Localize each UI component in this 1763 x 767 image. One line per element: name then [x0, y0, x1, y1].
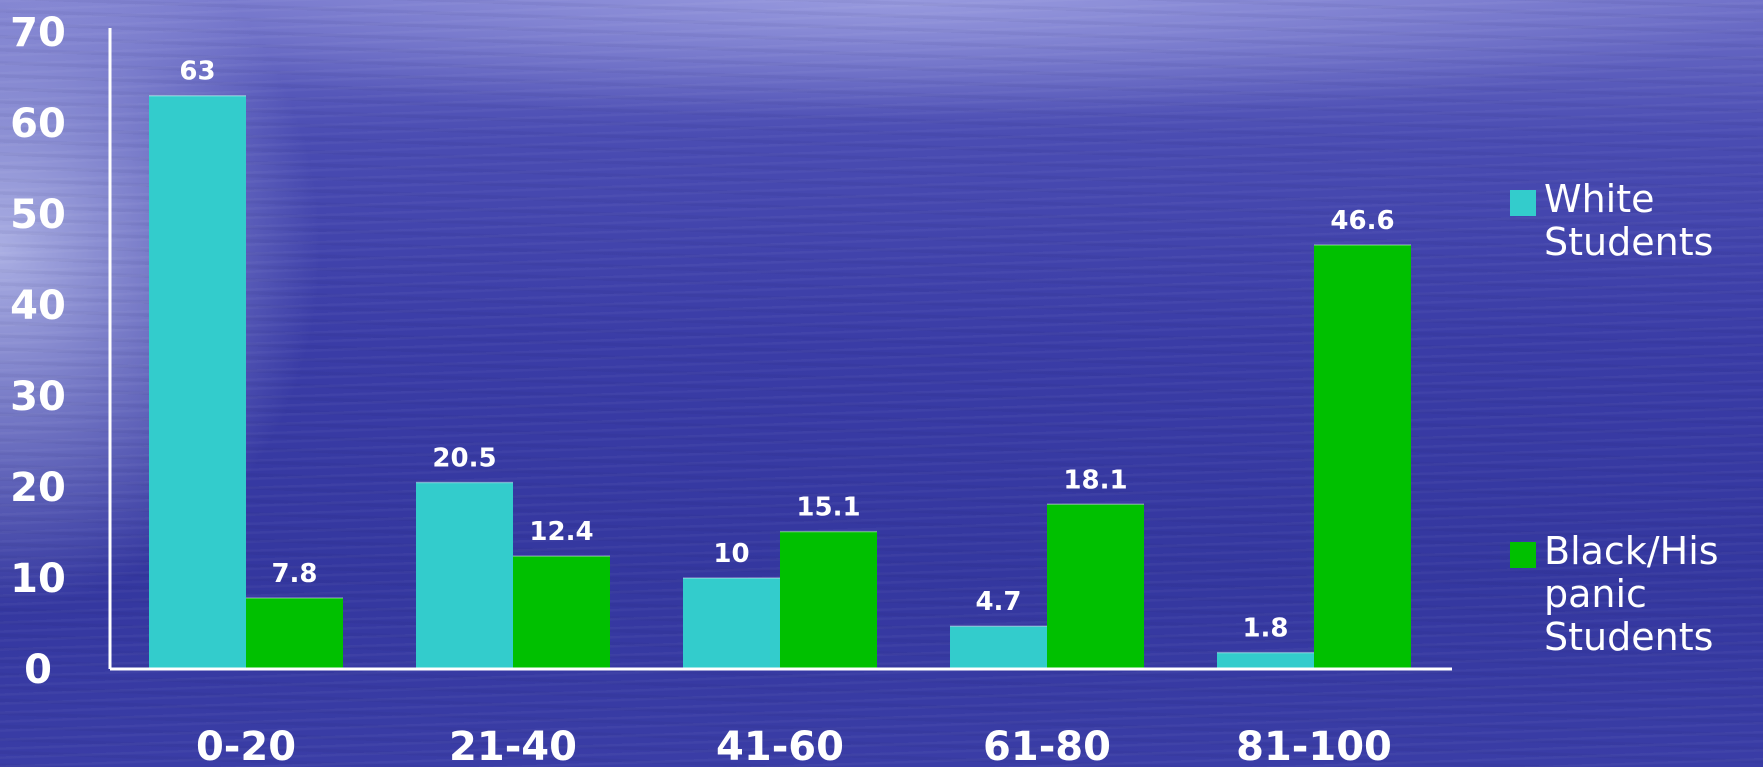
bar-black-hispanic-61-80 [1047, 504, 1144, 669]
legend-swatch-white [1510, 190, 1536, 216]
legend-swatch-black-hispanic [1510, 542, 1536, 568]
y-tick-label: 10 [10, 556, 66, 602]
legend-label-black-line3: Students [1544, 615, 1714, 659]
x-axis-categories: 0-20 21-40 41-60 61-80 81-100 [196, 724, 1392, 767]
data-label: 10 [713, 539, 749, 569]
bar-white-0-20 [149, 95, 246, 669]
data-label: 63 [179, 57, 215, 87]
bar-black-hispanic-41-60 [780, 531, 877, 669]
data-label: 15.1 [796, 493, 860, 523]
legend-label-white-line1: White [1544, 177, 1655, 221]
data-label: 4.7 [975, 587, 1021, 617]
chart-bars [149, 94, 1411, 669]
legend-label-black-hispanic: Black/His panic Students [1544, 530, 1744, 659]
bar-white-81-100 [1217, 652, 1314, 669]
legend-label-black-line1: Black/His [1544, 529, 1719, 573]
y-axis-ticks: 0 10 20 30 40 50 60 70 [10, 10, 66, 693]
data-label: 46.6 [1330, 206, 1394, 236]
y-tick-label: 40 [10, 283, 66, 329]
legend-label-white: White Students [1544, 178, 1744, 264]
y-tick-label: 70 [10, 10, 66, 56]
chart-data-labels: 63 7.8 20.5 12.4 10 15.1 4.7 18.1 1.8 46.6 [179, 57, 1394, 644]
legend-label-white-line2: Students [1544, 220, 1714, 264]
bar-black-hispanic-21-40 [513, 556, 610, 669]
y-tick-label: 30 [10, 374, 66, 420]
legend-label-black-line2: panic [1544, 572, 1647, 616]
y-tick-label: 50 [10, 192, 66, 238]
x-category-label: 81-100 [1236, 724, 1392, 767]
bar-white-21-40 [416, 482, 513, 669]
x-category-label: 21-40 [449, 724, 577, 767]
bar-white-61-80 [950, 626, 1047, 669]
bar-black-hispanic-0-20 [246, 598, 343, 669]
x-category-label: 0-20 [196, 724, 296, 767]
bar-white-41-60 [683, 578, 780, 669]
data-label: 1.8 [1242, 614, 1288, 644]
data-label: 7.8 [271, 559, 317, 589]
data-label: 18.1 [1063, 465, 1127, 495]
data-label: 12.4 [529, 517, 593, 547]
y-tick-label: 20 [10, 465, 66, 511]
legend-item-black-hispanic: Black/His panic Students [1510, 530, 1744, 659]
data-label: 20.5 [432, 443, 496, 473]
y-tick-label: 0 [24, 647, 52, 693]
legend-item-white: White Students [1510, 178, 1744, 264]
y-tick-label: 60 [10, 101, 66, 147]
bar-black-hispanic-81-100 [1314, 244, 1411, 669]
x-category-label: 61-80 [983, 724, 1111, 767]
x-category-label: 41-60 [716, 724, 844, 767]
